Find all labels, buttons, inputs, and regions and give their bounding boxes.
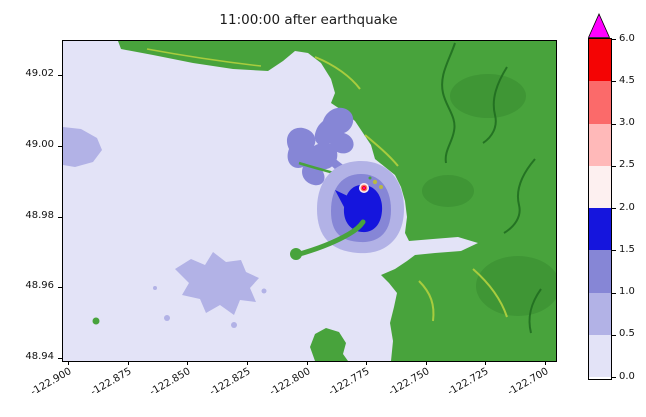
colorbar-tick-mark xyxy=(612,81,616,83)
terrain-shading xyxy=(476,256,556,316)
land-area-bottom xyxy=(310,328,348,361)
colorbar-segment xyxy=(589,81,611,124)
colorbar-tick-label: 2.5 xyxy=(619,159,635,171)
y-tick-label: 48.94 xyxy=(25,351,54,362)
land-islet xyxy=(92,317,100,325)
x-tick-mark xyxy=(127,361,129,365)
map-canvas xyxy=(63,41,556,361)
ridge-line xyxy=(146,48,262,67)
x-tick-label: -122.800 xyxy=(267,366,312,399)
colorbar-segment xyxy=(589,250,611,293)
flood-zone-north-lobe-east xyxy=(314,107,354,154)
ridge-line xyxy=(418,280,435,322)
y-tick-label: 48.98 xyxy=(25,209,54,221)
flood-patch-small xyxy=(261,288,267,294)
y-tick-label: 48.96 xyxy=(25,280,54,292)
flood-patch-small xyxy=(153,286,157,290)
flood-patch-small xyxy=(164,315,170,321)
x-tick-label: -122.850 xyxy=(148,366,193,399)
shore-islet xyxy=(368,176,372,180)
colorbar-tick-label: 0.5 xyxy=(619,328,635,340)
y-tick-mark xyxy=(58,287,62,289)
ridge-line xyxy=(472,268,508,318)
x-tick-label: -122.775 xyxy=(327,366,372,399)
x-tick-label: -122.750 xyxy=(386,366,432,399)
x-tick-mark xyxy=(366,361,368,365)
river-line xyxy=(503,158,536,234)
colorbar-segment xyxy=(589,292,611,335)
x-tick-mark xyxy=(425,361,427,365)
colorbar-tick-label: 6.0 xyxy=(619,32,635,44)
flood-zone-southwest xyxy=(175,252,259,315)
colorbar-tick-mark xyxy=(612,123,616,125)
flood-zone-west-edge xyxy=(63,127,102,167)
flood-zone-north-lobe-west xyxy=(286,127,338,186)
x-tick-mark xyxy=(68,361,69,365)
colorbar-over-arrow xyxy=(588,13,610,38)
x-tick-mark xyxy=(545,361,546,365)
x-tick-mark xyxy=(306,361,308,365)
colorbar-tick-mark xyxy=(612,39,616,40)
x-tick-mark xyxy=(485,361,487,365)
colorbar-segment xyxy=(589,208,611,251)
river-line xyxy=(441,42,456,164)
x-tick-label: -122.900 xyxy=(29,366,74,399)
spit-landform xyxy=(293,219,366,258)
plot-title: 11:00:00 after earthquake xyxy=(219,12,398,28)
colorbar-tick-mark xyxy=(612,377,616,378)
x-tick-mark xyxy=(187,361,189,365)
colorbar-segment xyxy=(589,39,611,82)
colorbar-tick-mark xyxy=(612,292,616,294)
colorbar-segment xyxy=(589,123,611,166)
y-tick-mark xyxy=(58,145,62,147)
colorbar-extend-triangle xyxy=(588,13,610,38)
colorbar xyxy=(588,38,612,380)
y-tick-label: 49.02 xyxy=(25,68,54,79)
colorbar-tick-mark xyxy=(612,334,616,336)
colorbar-tick-label: 3.0 xyxy=(619,117,635,128)
colorbar-tick-label: 4.5 xyxy=(619,74,635,86)
spit-base xyxy=(290,248,302,260)
colorbar-tick-mark xyxy=(612,250,616,252)
river-line xyxy=(482,66,508,144)
y-tick-mark xyxy=(58,75,62,76)
y-tick-mark xyxy=(58,358,62,359)
terrain-shading xyxy=(422,175,474,207)
land-area-main xyxy=(118,41,556,361)
ridge-line xyxy=(314,56,361,90)
y-tick-label: 49.00 xyxy=(25,138,54,150)
colorbar-tick-label: 2.0 xyxy=(619,201,635,213)
colorbar-tick-label: 1.0 xyxy=(619,286,635,297)
flood-patch-small xyxy=(231,322,237,328)
river-line xyxy=(528,288,542,334)
shore-sand-dot xyxy=(372,179,378,185)
colorbar-tick-mark xyxy=(612,208,616,209)
colorbar-tick-label: 0.0 xyxy=(619,370,635,382)
hotspot-center xyxy=(363,187,365,189)
x-tick-label: -122.700 xyxy=(506,366,551,399)
x-tick-label: -122.875 xyxy=(88,366,134,399)
colorbar-segment xyxy=(589,165,611,208)
x-tick-mark xyxy=(246,361,248,365)
ridge-line xyxy=(364,134,399,167)
plot-area xyxy=(62,40,557,362)
colorbar-segment xyxy=(589,334,611,377)
harbor-deep-flood xyxy=(343,184,383,233)
y-tick-mark xyxy=(58,216,62,218)
harbor-deep-arm xyxy=(335,190,352,207)
x-tick-label: -122.725 xyxy=(446,366,491,399)
terrain-shading xyxy=(450,74,526,118)
colorbar-tick-mark xyxy=(612,165,616,167)
colorbar-tick-label: 1.5 xyxy=(619,243,635,255)
shore-sand-dot xyxy=(379,185,383,189)
x-tick-label: -122.825 xyxy=(207,366,253,399)
